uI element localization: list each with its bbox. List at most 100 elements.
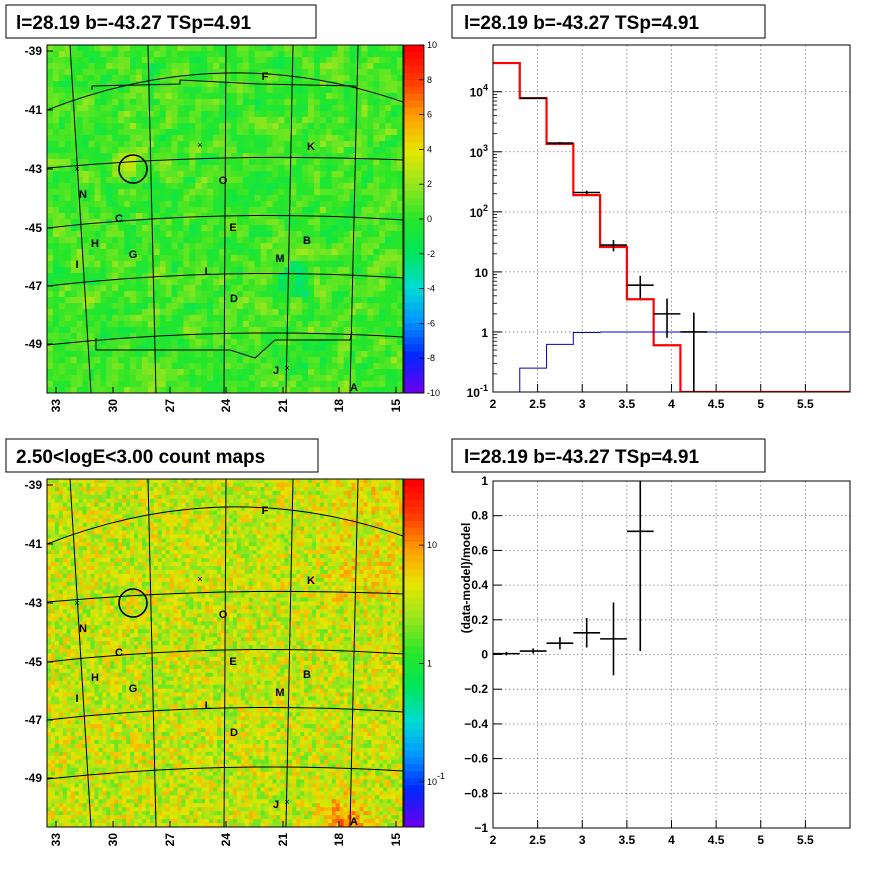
heatmap-cell: [284, 482, 289, 488]
heatmap-cell: [236, 153, 244, 160]
heatmap-cell: [197, 490, 202, 496]
heatmap-cell: [290, 303, 297, 310]
heatmap-cell: [248, 63, 256, 70]
heatmap-cell: [266, 279, 273, 286]
heatmap-cell: [355, 57, 362, 64]
heatmap-cell: [136, 87, 143, 94]
heatmap-cell: [64, 357, 72, 364]
heatmap-cell: [331, 357, 339, 364]
heatmap-cell: [242, 339, 250, 346]
heatmap-cell: [141, 303, 149, 310]
heatmap-cell: [141, 111, 149, 118]
heatmap-cell: [141, 327, 149, 334]
heatmap-cell: [58, 315, 66, 322]
heatmap-cell: [361, 183, 368, 190]
colorbar-segment: [404, 323, 424, 331]
heatmap-cell: [47, 105, 54, 112]
heatmap-cell: [308, 135, 315, 142]
heatmap-cell: [106, 189, 113, 196]
heatmap-cell: [221, 526, 226, 531]
heatmap-cell: [64, 333, 72, 340]
heatmap-cell: [314, 369, 321, 376]
heatmap-cell: [177, 351, 184, 358]
heatmap-cell: [323, 510, 329, 515]
heatmap-cell: [169, 526, 174, 531]
heatmap-cell: [189, 297, 196, 304]
heatmap-cell: [308, 159, 315, 166]
heatmap-cell: [70, 141, 78, 148]
heatmap-cell: [100, 225, 107, 232]
heatmap-cell: [165, 339, 172, 346]
heatmap-cell: [58, 498, 64, 504]
heatmap-cell: [266, 111, 273, 118]
heatmap-cell: [100, 87, 107, 94]
heatmap-cell: [272, 165, 279, 172]
heatmap-cell: [276, 486, 281, 492]
heatmap-cell: [268, 518, 273, 523]
heatmap-cell: [124, 285, 131, 292]
heatmap-cell: [284, 249, 291, 256]
heatmap-cell: [260, 510, 265, 515]
heatmap-cell: [284, 261, 291, 268]
heatmap-cell: [230, 93, 238, 100]
heatmap-cell: [106, 381, 113, 388]
heatmap-cell: [308, 75, 315, 82]
heatmap-cell: [314, 285, 321, 292]
heatmap-cell: [213, 375, 220, 382]
heatmap-cell: [219, 153, 226, 160]
heatmap-cell: [112, 147, 119, 154]
heatmap-cell: [183, 327, 190, 334]
heatmap-cell: [230, 147, 238, 154]
heatmap-cell: [225, 297, 232, 304]
heatmap-cell: [284, 105, 291, 112]
heatmap-cell: [207, 141, 214, 148]
heatmap-cell: [385, 219, 392, 226]
heatmap-cell: [383, 494, 388, 500]
heatmap-cell: [122, 486, 127, 492]
heatmap-cell: [141, 75, 149, 82]
heatmap-cell: [391, 201, 398, 208]
heatmap-cell: [47, 159, 54, 166]
heatmap-cell: [256, 522, 261, 527]
heatmap-cell: [159, 381, 167, 388]
heatmap-cell: [379, 357, 386, 364]
heatmap-cell: [100, 309, 107, 316]
heatmap-cell: [312, 502, 317, 508]
heatmap-cell: [149, 522, 155, 527]
heatmap-cell: [141, 195, 149, 202]
heatmap-cell: [367, 498, 372, 504]
heatmap-cell: [319, 129, 327, 136]
heatmap-cell: [161, 514, 167, 519]
heatmap-cell: [319, 490, 325, 496]
heatmap-cell: [391, 99, 398, 106]
heatmap-cell: [76, 315, 83, 322]
heatmap-cell: [189, 117, 196, 124]
heatmap-cell: [315, 518, 321, 523]
heatmap-cell: [319, 327, 327, 334]
heatmap-cell: [361, 99, 368, 106]
heatmap-cell: [165, 494, 171, 500]
heatmap-cell: [373, 183, 380, 190]
heatmap-cell: [173, 498, 178, 504]
heatmap-cell: [70, 327, 78, 334]
heatmap-cell: [47, 93, 54, 100]
heatmap-cell: [254, 105, 261, 112]
heatmap-cell: [331, 506, 337, 512]
heatmap-cell: [145, 510, 151, 515]
heatmap-cell: [106, 225, 113, 232]
heatmap-cell: [106, 237, 113, 244]
heatmap-cell: [343, 45, 350, 52]
heatmap-cell: [349, 309, 356, 316]
heatmap-cell: [124, 219, 131, 226]
heatmap-cell: [314, 243, 321, 250]
heatmap-cell: [288, 526, 293, 531]
heatmap-cell: [260, 249, 267, 256]
heatmap-cell: [349, 369, 356, 376]
heatmap-cell: [195, 69, 202, 76]
heatmap-cell: [266, 183, 273, 190]
heatmap-cell: [331, 99, 339, 106]
heatmap-cell: [254, 279, 261, 286]
heatmap-cell: [165, 510, 171, 515]
heatmap-cell: [367, 479, 372, 484]
heatmap-cell: [177, 534, 182, 539]
